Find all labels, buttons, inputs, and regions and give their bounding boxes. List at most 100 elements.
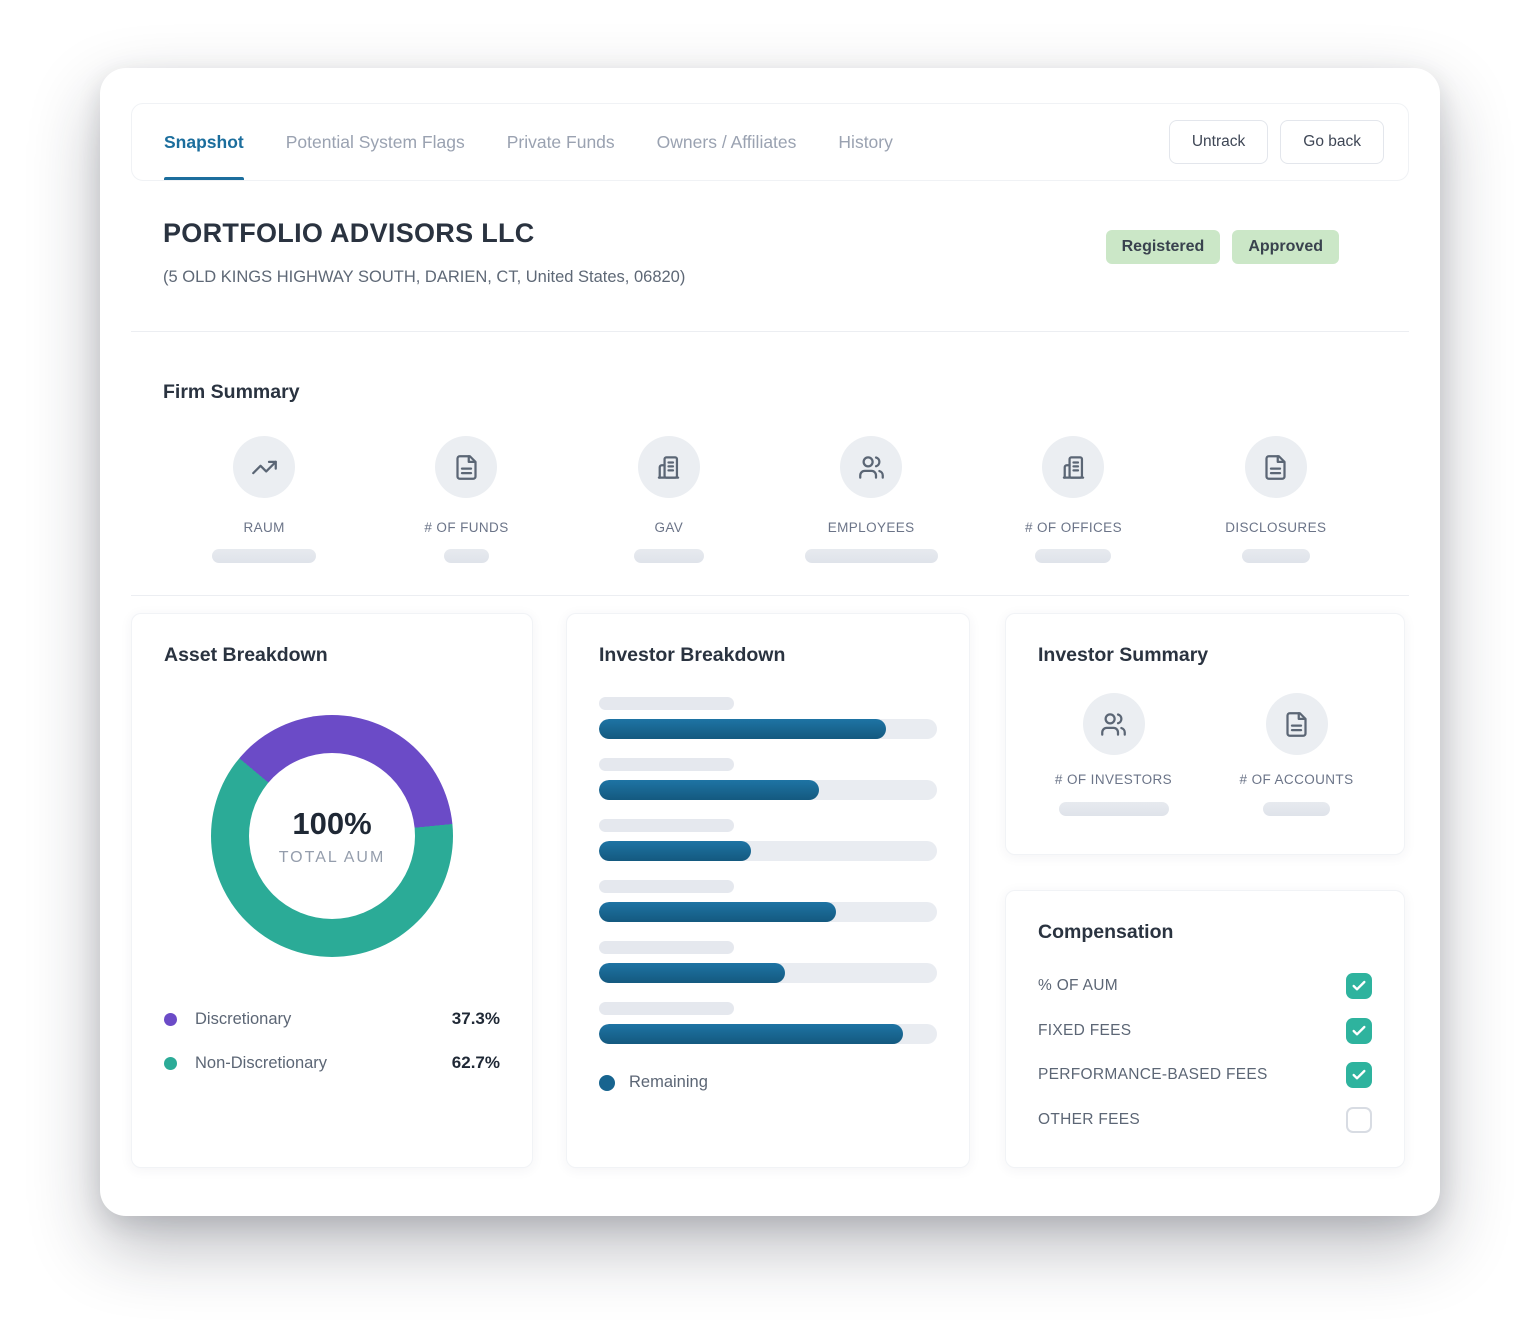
value-placeholder: [1058, 802, 1169, 816]
compensation-label: PERFORMANCE-BASED FEES: [1038, 1066, 1268, 1084]
bar-fill: [599, 780, 819, 800]
firm-summary-item-gav: GAV: [568, 436, 770, 563]
untrack-button[interactable]: Untrack: [1168, 120, 1269, 164]
bar-fill: [599, 719, 887, 739]
investor-summary-item-of-investors: # OF INVESTORS: [1022, 693, 1205, 816]
firm-summary-item-employees: EMPLOYEES: [770, 436, 972, 563]
tab-list: Snapshot Potential System Flags Private Fu…: [164, 104, 1408, 180]
checkbox-other-fees[interactable]: [1346, 1106, 1372, 1133]
tab-label: Potential System Flags: [285, 131, 465, 152]
checkbox-performance-based-fees[interactable]: [1346, 1062, 1372, 1089]
building-icon: [637, 436, 700, 498]
investor-summary-item-label: # OF ACCOUNTS: [1239, 772, 1354, 787]
bar-track: [599, 841, 937, 861]
people-icon: [1082, 693, 1145, 755]
value-placeholder: [1035, 549, 1112, 563]
bar-fill: [599, 1024, 904, 1044]
investor-bars: [567, 697, 969, 1044]
value-placeholder: [212, 549, 317, 563]
asset-breakdown-card: Asset Breakdown 100% TOTAL AUM Discretio…: [131, 613, 533, 1168]
investor-summary-item-label: # OF INVESTORS: [1054, 772, 1173, 787]
compensation-row-of-aum: % OF AUM: [1038, 964, 1372, 1009]
main-panel: Snapshot Potential System Flags Private Fu…: [100, 68, 1440, 1216]
tab-private-funds[interactable]: Private Funds: [507, 104, 615, 180]
compensation-row-performance-based-fees: PERFORMANCE-BASED FEES: [1038, 1053, 1372, 1098]
firm-summary-item-label: DISCLOSURES: [1225, 520, 1327, 535]
divider: [131, 331, 1409, 332]
value-placeholder: [1241, 549, 1310, 563]
bar-label-placeholder: [599, 880, 734, 893]
bar-track: [599, 963, 937, 983]
document-icon: [1265, 693, 1328, 755]
value-placeholder: [443, 549, 489, 563]
compensation-row-fixed-fees: FIXED FEES: [1038, 1009, 1372, 1054]
trend-up-icon: [233, 436, 296, 498]
compensation-title: Compensation: [1038, 921, 1174, 943]
legend-dot: [164, 1056, 177, 1070]
checkbox-fixed-fees[interactable]: [1346, 1017, 1372, 1044]
asset-legend-row-discretionary: Discretionary 37.3%: [164, 1009, 500, 1029]
investor-bar-row: [599, 941, 937, 983]
investor-summary-item-of-accounts: # OF ACCOUNTS: [1205, 693, 1388, 816]
tab-label: Snapshot: [164, 131, 244, 152]
total-aum-value: 100%: [292, 805, 372, 841]
tab-label: History: [838, 131, 893, 152]
firm-summary-item-label: EMPLOYEES: [827, 520, 915, 535]
investor-breakdown-card: Investor Breakdown Remaining: [566, 613, 970, 1168]
tab-snapshot[interactable]: Snapshot: [164, 104, 244, 180]
tab-owners-affiliates[interactable]: Owners / Affiliates: [657, 104, 797, 180]
value-placeholder: [1263, 802, 1330, 816]
asset-legend-row-non-discretionary: Non-Discretionary 62.7%: [164, 1053, 500, 1073]
investor-bar-row: [599, 697, 937, 739]
bar-label-placeholder: [599, 697, 734, 710]
firm-summary-item-raum: RAUM: [163, 436, 365, 563]
tab-bar: Snapshot Potential System Flags Private Fu…: [131, 103, 1409, 181]
status-badges: Registered Approved: [1105, 230, 1339, 264]
legend-label: Discretionary: [195, 1009, 292, 1028]
bar-track: [599, 902, 937, 922]
bar-fill: [599, 902, 836, 922]
bar-label-placeholder: [599, 758, 734, 771]
investor-bar-row: [599, 758, 937, 800]
bar-track: [599, 719, 937, 739]
firm-summary-item-of-offices: # OF OFFICES: [972, 436, 1174, 563]
total-aum-label: TOTAL AUM: [278, 848, 386, 866]
value-placeholder: [804, 549, 938, 563]
document-icon: [435, 436, 498, 498]
investor-legend: Remaining: [599, 1073, 937, 1092]
bar-label-placeholder: [599, 819, 734, 832]
go-back-button[interactable]: Go back: [1280, 120, 1384, 164]
bar-label-placeholder: [599, 941, 734, 954]
tab-label: Private Funds: [506, 131, 615, 152]
bar-fill: [599, 841, 752, 861]
asset-legend: Discretionary 37.3% Non-Discretionary 62.7%: [164, 1009, 500, 1073]
legend-value: 37.3%: [451, 1009, 500, 1028]
divider: [131, 595, 1409, 596]
investor-bar-row: [599, 1002, 937, 1044]
firm-summary-item-label: # OF OFFICES: [1024, 520, 1122, 535]
tab-history[interactable]: History: [838, 104, 892, 180]
header-actions: Untrack Go back: [1168, 120, 1384, 164]
legend-label: Non-Discretionary: [195, 1053, 328, 1072]
tab-potential-system-flags[interactable]: Potential System Flags: [286, 104, 465, 180]
remaining-legend-dot: [599, 1074, 615, 1091]
people-icon: [840, 436, 903, 498]
remaining-legend-label: Remaining: [629, 1073, 708, 1091]
compensation-row-other-fees: OTHER FEES: [1038, 1098, 1372, 1143]
asset-breakdown-title: Asset Breakdown: [164, 644, 328, 666]
compensation-card: Compensation % OF AUM FIXED FEES PERFORMAN…: [1005, 890, 1405, 1168]
status-badge-approved: Approved: [1232, 230, 1339, 264]
compensation-label: OTHER FEES: [1038, 1110, 1141, 1128]
investor-summary-items: # OF INVESTORS # OF ACCOUNTS: [1022, 693, 1388, 816]
firm-summary-item-label: # OF FUNDS: [424, 520, 509, 535]
investor-bar-row: [599, 880, 937, 922]
aum-donut-chart: 100% TOTAL AUM: [211, 715, 453, 957]
bar-fill: [599, 963, 785, 983]
building-icon: [1042, 436, 1105, 498]
document-icon: [1244, 436, 1307, 498]
value-placeholder: [633, 549, 704, 563]
checkbox-of-aum[interactable]: [1346, 973, 1372, 1000]
firm-summary-item-label: RAUM: [243, 520, 285, 535]
donut-center: 100% TOTAL AUM: [249, 753, 415, 919]
company-address: (5 OLD KINGS HIGHWAY SOUTH, DARIEN, CT, …: [163, 268, 686, 286]
